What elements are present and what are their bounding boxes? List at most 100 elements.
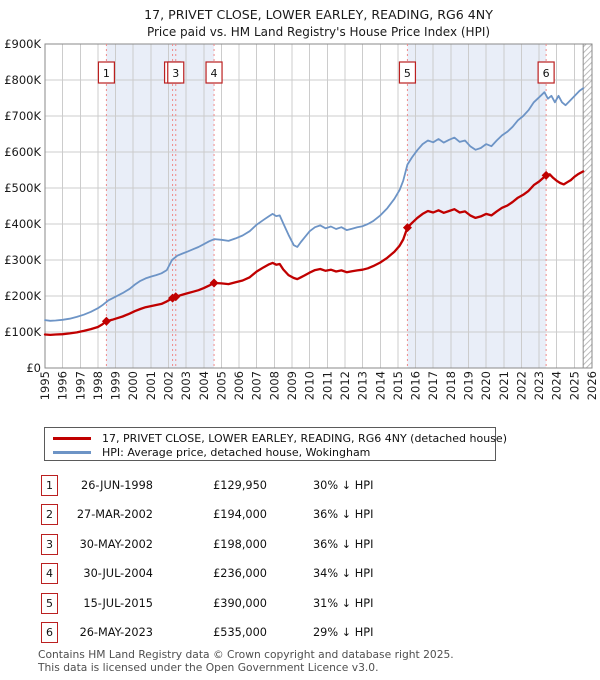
hatch-line xyxy=(582,79,593,90)
y-axis-label: £100K xyxy=(4,325,41,339)
x-axis-label: 1999 xyxy=(109,371,123,400)
hatch-line xyxy=(582,283,593,294)
x-axis-label: 2017 xyxy=(426,371,440,400)
hatch-line xyxy=(582,97,593,108)
hatch-line xyxy=(582,337,593,348)
sale-vs-hpi: 34% ↓ HPI xyxy=(313,567,374,580)
x-axis-label: 2006 xyxy=(232,371,246,400)
hatch-line xyxy=(582,277,593,288)
hatch-line xyxy=(582,133,593,144)
chart-subtitle: Price paid vs. HM Land Registry's House … xyxy=(146,25,491,39)
hatch-line xyxy=(582,151,593,162)
sale-marker-number: 5 xyxy=(404,67,411,80)
x-axis-label: 2018 xyxy=(444,371,458,400)
sale-date: 30-JUL-2004 xyxy=(83,567,153,580)
hatch-line xyxy=(582,301,593,312)
future-hatch xyxy=(582,43,593,369)
sale-number-box: 4 xyxy=(41,563,58,584)
x-axis-label: 2025 xyxy=(567,371,581,400)
hatch-line xyxy=(582,169,593,180)
sale-number-box: 2 xyxy=(41,504,58,525)
x-axis-label: 2022 xyxy=(514,371,528,400)
sale-price: £194,000 xyxy=(213,508,267,521)
sale-vs-hpi: 30% ↓ HPI xyxy=(313,478,374,492)
x-axis-label: 2007 xyxy=(250,371,264,400)
hatch-line xyxy=(582,331,593,342)
x-axis-label: 2004 xyxy=(197,371,211,400)
sale-row: 2 27-MAR-2002 £194,000 36% ↓ HPI xyxy=(41,504,461,525)
hatch-line xyxy=(582,139,593,150)
x-axis-label: 2020 xyxy=(479,371,493,400)
hatch-line xyxy=(582,121,593,132)
y-axis-label: £400K xyxy=(4,217,41,231)
hatch-line xyxy=(582,211,593,222)
hatch-line xyxy=(582,145,593,156)
hatch-line xyxy=(582,109,593,120)
sale-vs-hpi: 36% ↓ HPI xyxy=(313,508,374,521)
y-axis-label: £800K xyxy=(4,73,41,87)
sale-number-box: 3 xyxy=(41,533,58,555)
sale-marker-box xyxy=(205,61,223,84)
hatch-line xyxy=(582,265,593,276)
chart-legend: 17, PRIVET CLOSE, LOWER EARLEY, READING,… xyxy=(44,427,507,461)
hatch-line xyxy=(582,217,593,228)
hatch-line xyxy=(582,259,593,270)
y-axis-label: £200K xyxy=(4,289,41,303)
hatch-line xyxy=(582,43,593,54)
x-axis-label: 2014 xyxy=(373,371,387,400)
hatch-line xyxy=(582,73,593,84)
sale-marker-box xyxy=(398,61,417,84)
hatch-line xyxy=(582,229,593,240)
sale-vs-hpi: 36% ↓ HPI xyxy=(313,537,374,551)
price-history-chart: 123456£0£100K£200K£300K£400K£500K£600K£7… xyxy=(4,37,599,400)
legend-label: HPI: Average price, detached house, Woki… xyxy=(102,445,371,459)
x-axis-label: 2013 xyxy=(356,371,370,400)
x-axis-label: 2026 xyxy=(585,371,599,400)
hatch-line xyxy=(582,349,593,360)
x-axis-label: 2002 xyxy=(162,371,176,400)
sale-marker-diamond xyxy=(171,292,181,302)
x-axis-label: 2003 xyxy=(179,371,193,400)
hatch-line xyxy=(582,187,593,198)
x-axis-label: 2009 xyxy=(285,371,299,400)
sale-row: 3 30-MAY-2002 £198,000 36% ↓ HPI xyxy=(41,533,461,555)
hatch-line xyxy=(582,55,593,66)
x-axis-label: 1995 xyxy=(38,371,52,400)
sale-number-box: 6 xyxy=(41,622,58,643)
ownership-band xyxy=(106,44,215,368)
legend-item: 17, PRIVET CLOSE, LOWER EARLEY, READING,… xyxy=(45,431,507,445)
hatch-line xyxy=(582,319,593,330)
x-axis-label: 2024 xyxy=(550,371,564,400)
x-axis-label: 1997 xyxy=(73,371,87,400)
x-axis-label: 2010 xyxy=(303,371,317,400)
footer-line-2: This data is licensed under the Open Gov… xyxy=(38,660,379,674)
hatch-line xyxy=(582,241,593,252)
x-axis-label: 2005 xyxy=(214,371,228,400)
hatch-line xyxy=(582,313,593,324)
hatch-line xyxy=(582,355,593,366)
price-series-line xyxy=(43,170,585,337)
ownership-band xyxy=(407,44,547,368)
hatch-line xyxy=(582,85,593,96)
sale-vs-hpi: 31% ↓ HPI xyxy=(313,596,374,610)
hatch-line xyxy=(582,289,593,300)
y-axis-label: £600K xyxy=(4,145,41,159)
sale-marker-number: 6 xyxy=(543,67,550,80)
x-axis-label: 2012 xyxy=(338,371,352,400)
hatch-line xyxy=(582,61,593,72)
hatch-line xyxy=(582,127,593,138)
x-axis-label: 2015 xyxy=(391,371,405,400)
hatch-line xyxy=(582,115,593,126)
sale-marker-number: 4 xyxy=(211,67,218,80)
sale-vs-hpi: 29% ↓ HPI xyxy=(313,626,374,639)
hatch-line xyxy=(582,235,593,246)
hatch-line xyxy=(582,103,593,114)
sale-price: £198,000 xyxy=(213,537,267,551)
x-axis-label: 2019 xyxy=(461,371,475,400)
hatch-line xyxy=(582,157,593,168)
sale-marker-diamond xyxy=(101,316,111,326)
hatch-line xyxy=(582,49,593,60)
hatch-line xyxy=(582,307,593,318)
hatch-line xyxy=(585,361,593,369)
